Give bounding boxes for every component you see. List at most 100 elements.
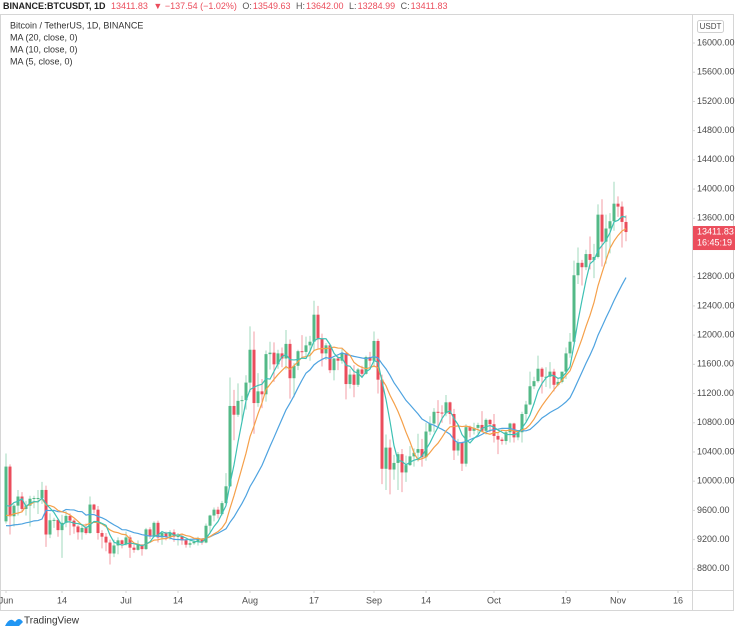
candle-body xyxy=(116,540,120,546)
candle-body xyxy=(68,515,72,521)
candle-body xyxy=(336,358,340,361)
candle-body xyxy=(300,351,304,353)
candle-body xyxy=(52,519,56,521)
candle-body xyxy=(364,357,368,374)
candle-body xyxy=(284,343,288,359)
candle-body xyxy=(44,489,48,535)
candle-body xyxy=(132,547,136,550)
y-tick-label: 8800.00 xyxy=(697,563,730,573)
candle-body xyxy=(168,532,172,537)
candle-body xyxy=(296,351,300,366)
legend-entry: MA (20, close, 0) xyxy=(10,32,78,42)
candle-body xyxy=(444,402,448,414)
y-tick-label: 12400.00 xyxy=(697,300,735,310)
candle-body xyxy=(188,543,192,545)
candle-body xyxy=(184,540,188,545)
candle-body xyxy=(208,515,212,526)
y-tick-label: 14000.00 xyxy=(697,183,735,193)
candle-body xyxy=(388,447,392,470)
candle-body xyxy=(352,374,356,385)
legend-entry: MA (10, close, 0) xyxy=(10,44,78,54)
y-tick-label: 12800.00 xyxy=(697,271,735,281)
y-tick-label: 14400.00 xyxy=(697,154,735,164)
x-tick-label: 19 xyxy=(561,595,571,605)
x-tick-label: Nov xyxy=(610,595,627,605)
y-tick-label: 10000.00 xyxy=(697,476,735,486)
candle-body xyxy=(624,221,628,233)
high-value: 13642.00 xyxy=(305,1,344,11)
candle-body xyxy=(108,542,112,554)
candle-body xyxy=(420,449,424,458)
currency-button[interactable] xyxy=(697,20,724,33)
currency-label[interactable]: USDT xyxy=(700,22,722,31)
candle-body xyxy=(160,533,164,538)
logo-text[interactable]: TradingView xyxy=(24,616,80,627)
x-tick-label: 14 xyxy=(421,595,431,605)
candle-body xyxy=(452,414,456,451)
last-price: 13411.83 xyxy=(111,1,148,11)
candle-body xyxy=(408,456,412,466)
y-tick-label: 9600.00 xyxy=(697,505,730,515)
candle-body xyxy=(440,412,444,414)
y-tick-label: 11200.00 xyxy=(697,388,734,398)
candle-body xyxy=(568,341,572,354)
candle-body xyxy=(64,515,68,523)
candle-body xyxy=(556,381,560,385)
candle-body xyxy=(28,498,32,506)
logo[interactable]: TradingView xyxy=(5,616,80,627)
symbol[interactable]: BINANCE:BTCUSDT, 1D xyxy=(3,1,106,11)
candle-body xyxy=(592,256,596,260)
candle-body xyxy=(80,527,84,533)
candle-body xyxy=(32,497,36,499)
candle-body xyxy=(204,525,208,543)
candle-body xyxy=(8,466,12,517)
candle-body xyxy=(228,405,232,487)
low-label: L: xyxy=(349,1,357,11)
open-value: 13549.63 xyxy=(252,1,291,11)
candle-body xyxy=(432,411,436,424)
candle-body xyxy=(12,505,16,517)
candle-body xyxy=(120,540,124,544)
pane-border xyxy=(0,14,734,611)
x-tick-label: 17 xyxy=(309,595,319,605)
candle-body xyxy=(20,496,24,509)
candle-body xyxy=(608,221,612,229)
last-price-box xyxy=(693,226,735,251)
candle-body xyxy=(192,541,196,544)
candle-body xyxy=(240,400,244,402)
candle-body xyxy=(212,509,216,516)
candle-body xyxy=(148,529,152,536)
plot-area xyxy=(4,181,628,565)
candle-body xyxy=(596,214,600,257)
candle-body xyxy=(92,504,96,510)
candle-body xyxy=(404,465,408,473)
candle-body xyxy=(436,411,440,413)
candle-body xyxy=(248,349,252,383)
x-tick-label: Aug xyxy=(242,595,258,605)
candle-body xyxy=(496,435,500,440)
candle-body xyxy=(104,536,108,543)
candle-body xyxy=(588,254,592,260)
candle-body xyxy=(616,203,620,207)
y-tick-label: 11600.00 xyxy=(697,359,734,369)
candle-body xyxy=(344,353,348,385)
x-tick-label: Jun xyxy=(0,595,13,605)
y-tick-label: 10400.00 xyxy=(697,446,735,456)
candle-body xyxy=(552,371,556,385)
close-value: 13411.83 xyxy=(410,1,448,11)
candle-body xyxy=(140,544,144,550)
candle-body xyxy=(276,353,280,365)
candle-body xyxy=(144,529,148,550)
x-tick-label: Jul xyxy=(120,595,132,605)
high-label: H: xyxy=(295,1,305,11)
candle-body xyxy=(612,203,616,222)
x-tick-label: 16 xyxy=(673,595,683,605)
candle-body xyxy=(36,497,40,499)
candle-body xyxy=(316,314,320,339)
logo-icon[interactable] xyxy=(5,619,23,626)
candle-body xyxy=(360,369,364,374)
candle-body xyxy=(400,454,404,473)
candle-body xyxy=(312,314,316,342)
low-value: 13284.99 xyxy=(357,1,396,11)
